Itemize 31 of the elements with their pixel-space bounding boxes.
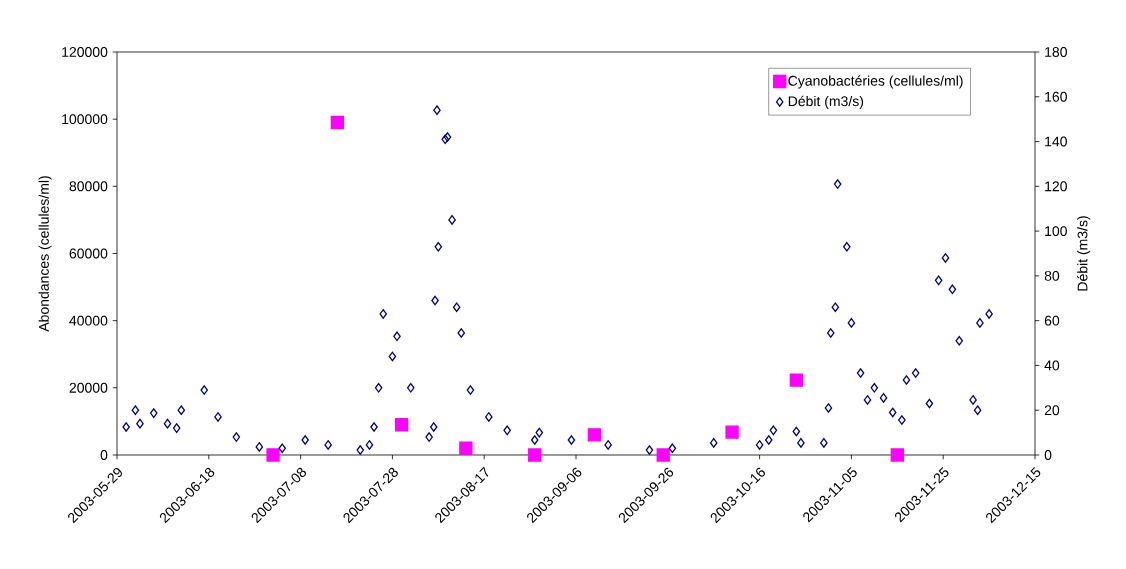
y2-tick-label: 100 [1045,226,1067,237]
y2-tick-label: 180 [1045,47,1067,57]
point [890,448,904,462]
legend-label: Cyanobactéries (cellules/ml) [788,75,963,89]
y-axis-title: Abondances (cellules/ml) [38,176,52,332]
y2-tick-label: 20 [1044,405,1060,416]
y-tick-label: 120000 [62,47,108,57]
y2-tick-label: 0 [1044,450,1052,460]
y2-axis-title: Débit (m3/s) [1077,216,1091,291]
y-tick-label: 20000 [69,382,108,393]
point [789,373,803,387]
point [656,448,670,462]
y2-tick-label: 160 [1045,91,1067,102]
y2-tick-label: 80 [1044,270,1060,281]
legend-label: Débit (m3/s) [788,95,864,109]
y-tick-label: 100000 [62,114,108,125]
point [587,428,602,442]
y-tick-label: 60000 [69,248,108,259]
y-tick-label: 0 [100,450,108,460]
y2-tick-label: 60 [1044,315,1060,326]
y2-tick-label: 140 [1045,136,1067,147]
y2-tick-label: 40 [1044,360,1060,371]
point [394,418,409,432]
y2-tick-label: 120 [1045,181,1067,192]
point [266,448,280,462]
point [330,115,344,130]
point [725,425,739,439]
point [528,448,542,462]
point [459,441,473,455]
y-tick-label: 80000 [69,181,108,192]
y-tick-label: 40000 [69,315,108,326]
